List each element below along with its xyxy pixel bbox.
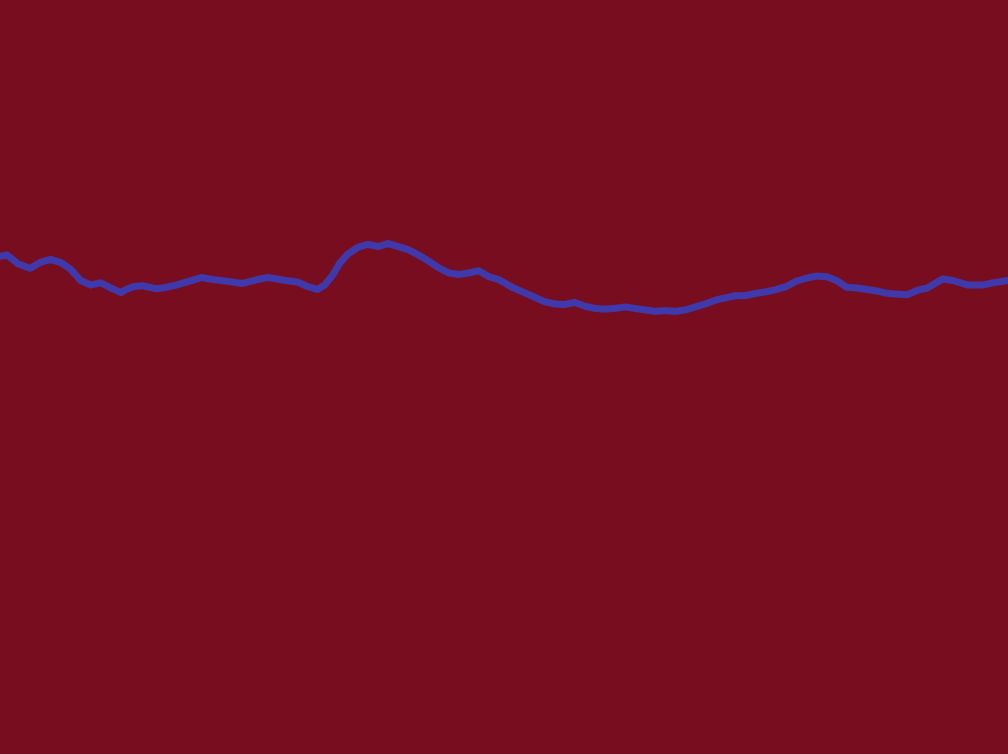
series-layer [0,240,1008,315]
series-line-0 [0,240,1008,315]
